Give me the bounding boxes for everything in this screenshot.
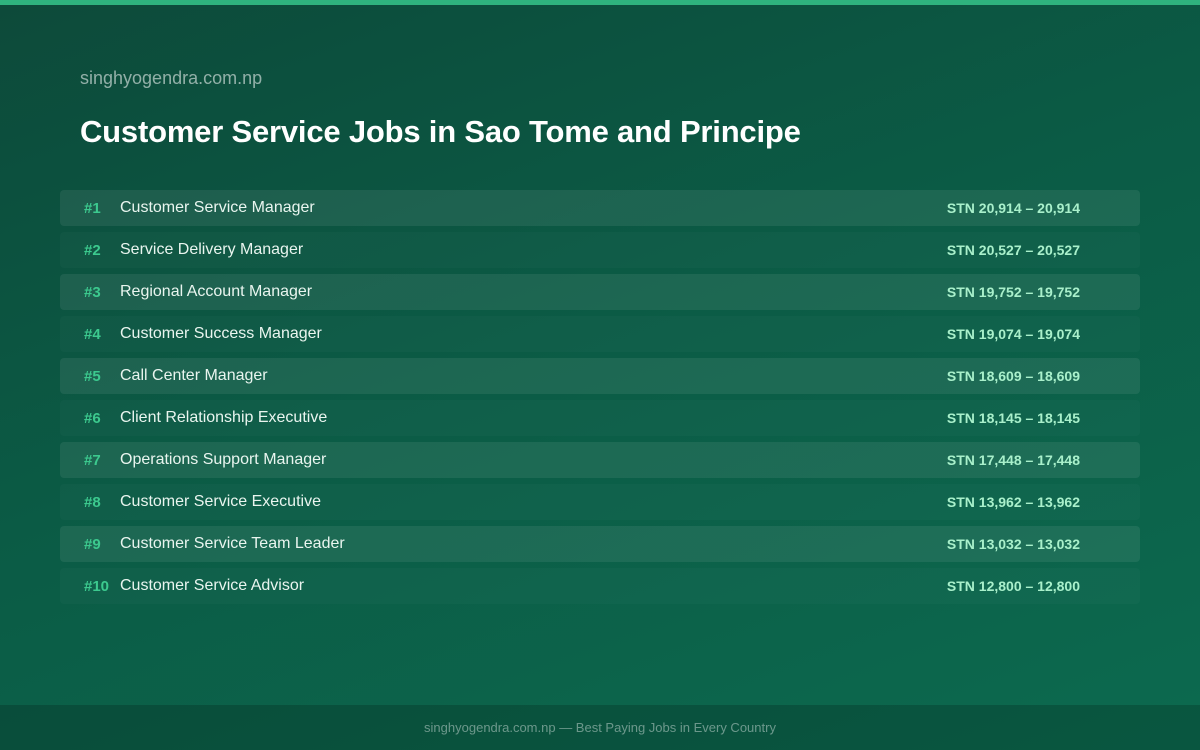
job-list: #1 Customer Service Manager STN 20,914 –… bbox=[60, 190, 1140, 610]
job-salary: STN 19,752 – 19,752 bbox=[946, 284, 1080, 300]
job-row-3: #3 Regional Account Manager STN 19,752 –… bbox=[60, 274, 1140, 310]
job-rank: #4 bbox=[84, 325, 101, 343]
job-row-7: #7 Operations Support Manager STN 17,448… bbox=[60, 442, 1140, 478]
footer-text: singhyogendra.com.np — Best Paying Jobs … bbox=[424, 720, 776, 735]
job-row-6: #6 Client Relationship Executive STN 18,… bbox=[60, 400, 1140, 436]
job-title: Client Relationship Executive bbox=[120, 409, 328, 426]
job-title: Customer Success Manager bbox=[120, 325, 322, 342]
job-row-10: #10 Customer Service Advisor STN 12,800 … bbox=[60, 568, 1140, 604]
job-salary: STN 19,074 – 19,074 bbox=[946, 326, 1080, 342]
job-title: Customer Service Executive bbox=[120, 493, 321, 510]
job-row-9: #9 Customer Service Team Leader STN 13,0… bbox=[60, 526, 1140, 562]
footer: singhyogendra.com.np — Best Paying Jobs … bbox=[0, 705, 1200, 750]
job-title: Customer Service Manager bbox=[120, 199, 315, 216]
job-title: Operations Support Manager bbox=[120, 451, 327, 468]
job-salary: STN 18,609 – 18,609 bbox=[946, 368, 1080, 384]
job-row-8: #8 Customer Service Executive STN 13,962… bbox=[60, 484, 1140, 520]
job-rank: #1 bbox=[84, 199, 101, 217]
job-salary: STN 20,914 – 20,914 bbox=[946, 200, 1080, 216]
job-rank: #7 bbox=[84, 451, 101, 469]
job-salary: STN 12,800 – 12,800 bbox=[946, 578, 1080, 594]
job-rank: #5 bbox=[84, 367, 101, 385]
job-rank: #9 bbox=[84, 535, 101, 553]
job-row-1: #1 Customer Service Manager STN 20,914 –… bbox=[60, 190, 1140, 226]
job-title: Service Delivery Manager bbox=[120, 241, 304, 258]
job-rank: #6 bbox=[84, 409, 101, 427]
job-salary: STN 17,448 – 17,448 bbox=[946, 452, 1080, 468]
job-rank: #2 bbox=[84, 241, 101, 259]
job-title: Customer Service Team Leader bbox=[120, 535, 345, 552]
job-rank: #3 bbox=[84, 283, 101, 301]
job-row-5: #5 Call Center Manager STN 18,609 – 18,6… bbox=[60, 358, 1140, 394]
page-title: Customer Service Jobs in Sao Tome and Pr… bbox=[80, 114, 801, 149]
job-rank: #8 bbox=[84, 493, 101, 511]
job-title: Call Center Manager bbox=[120, 367, 268, 384]
job-salary: STN 13,032 – 13,032 bbox=[946, 536, 1080, 552]
job-row-4: #4 Customer Success Manager STN 19,074 –… bbox=[60, 316, 1140, 352]
job-salary: STN 13,962 – 13,962 bbox=[946, 494, 1080, 510]
job-title: Regional Account Manager bbox=[120, 283, 313, 300]
job-row-2: #2 Service Delivery Manager STN 20,527 –… bbox=[60, 232, 1140, 268]
top-accent-bar bbox=[0, 0, 1200, 5]
job-rank: #10 bbox=[84, 577, 110, 595]
site-label: singhyogendra.com.np bbox=[80, 68, 263, 88]
job-salary: STN 20,527 – 20,527 bbox=[946, 242, 1080, 258]
job-salary: STN 18,145 – 18,145 bbox=[946, 410, 1080, 426]
job-title: Customer Service Advisor bbox=[120, 577, 305, 594]
